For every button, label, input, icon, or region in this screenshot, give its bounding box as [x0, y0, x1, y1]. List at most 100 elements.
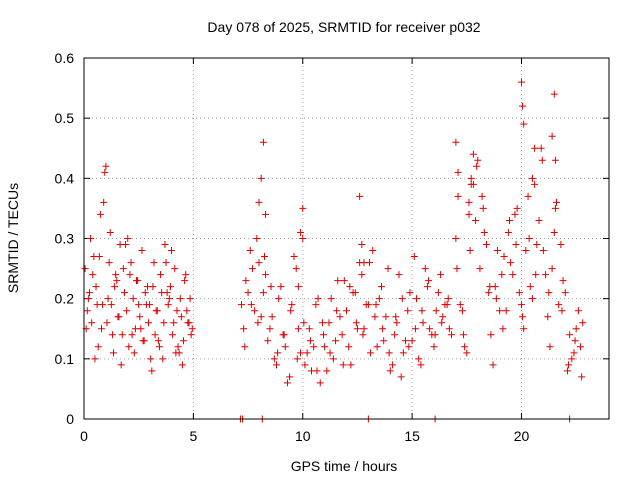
- data-point: [380, 337, 388, 345]
- data-point: [356, 192, 364, 200]
- data-point: [570, 349, 578, 357]
- data-point: [386, 367, 394, 375]
- data-point: [103, 319, 111, 327]
- data-point: [327, 295, 335, 303]
- data-point: [448, 331, 455, 339]
- data-point: [413, 295, 420, 303]
- data-point: [535, 216, 543, 224]
- data-point: [253, 235, 261, 242]
- data-point: [452, 235, 460, 242]
- data-point: [115, 313, 123, 321]
- data-point: [166, 283, 174, 291]
- data-point: [382, 313, 390, 321]
- data-point: [555, 301, 563, 309]
- data-point: [303, 349, 311, 357]
- data-point: [297, 228, 305, 236]
- data-point: [242, 277, 250, 285]
- data-point: [164, 301, 172, 309]
- data-point: [520, 120, 528, 128]
- data-point: [313, 367, 321, 375]
- data-point: [544, 313, 552, 321]
- data-point: [297, 349, 305, 357]
- y-tick-label: 0.2: [55, 291, 75, 307]
- data-point: [402, 337, 410, 345]
- data-point: [520, 325, 528, 333]
- data-point: [426, 325, 434, 333]
- data-point: [136, 313, 144, 321]
- data-point: [345, 343, 353, 351]
- data-point: [367, 349, 375, 357]
- data-point: [485, 289, 493, 297]
- data-point: [571, 337, 579, 345]
- y-tick-label: 0.4: [55, 170, 75, 186]
- data-point: [461, 343, 469, 351]
- data-point: [332, 337, 340, 345]
- data-point: [262, 210, 270, 218]
- data-point: [568, 355, 576, 363]
- data-point: [85, 289, 93, 297]
- data-point: [537, 144, 545, 152]
- data-point: [105, 259, 113, 267]
- data-point: [293, 355, 301, 363]
- data-point: [95, 253, 103, 261]
- data-point: [478, 192, 486, 200]
- data-point: [410, 253, 418, 261]
- data-point: [152, 307, 160, 315]
- data-point: [111, 283, 119, 291]
- data-point: [372, 301, 380, 309]
- x-tick-label: 15: [404, 428, 420, 444]
- data-point: [325, 319, 333, 327]
- data-point: [492, 295, 500, 303]
- data-point: [321, 343, 329, 351]
- data-point: [528, 295, 536, 303]
- data-point: [437, 271, 445, 279]
- data-point: [525, 235, 533, 242]
- data-point: [176, 295, 184, 303]
- data-point: [515, 289, 523, 297]
- data-point: [526, 283, 534, 291]
- data-point: [119, 265, 127, 273]
- data-point: [93, 301, 101, 309]
- data-point: [287, 307, 295, 315]
- data-point: [89, 271, 97, 279]
- data-point: [241, 343, 249, 351]
- data-point: [290, 253, 298, 261]
- data-point: [87, 235, 95, 242]
- data-point: [154, 337, 162, 345]
- data-point: [92, 283, 100, 291]
- data-point: [110, 349, 118, 357]
- data-point: [421, 265, 429, 273]
- data-point: [148, 367, 156, 375]
- data-point: [493, 247, 501, 255]
- data-point: [98, 325, 105, 333]
- data-point: [550, 228, 558, 236]
- y-axis-label: SRMTID / TECUs: [5, 183, 21, 293]
- data-point: [292, 265, 300, 273]
- data-point: [434, 289, 442, 297]
- data-point: [512, 241, 520, 249]
- data-point: [187, 331, 195, 339]
- data-point: [255, 198, 263, 206]
- data-point: [456, 301, 464, 309]
- data-point: [94, 343, 102, 351]
- data-point: [299, 204, 307, 212]
- data-point: [275, 295, 283, 303]
- data-point: [579, 319, 587, 327]
- data-point: [300, 319, 308, 327]
- chart-title: Day 078 of 2025, SRMTID for receiver p03…: [207, 19, 480, 35]
- data-point: [117, 361, 125, 369]
- data-point: [273, 361, 280, 369]
- data-point: [270, 355, 278, 363]
- data-point: [465, 210, 473, 218]
- data-point: [438, 319, 446, 327]
- data-point: [417, 361, 425, 369]
- data-point: [112, 271, 120, 279]
- y-tick-label: 0.3: [55, 231, 75, 247]
- data-point: [431, 331, 439, 339]
- data-point: [161, 241, 169, 249]
- data-point: [408, 337, 416, 345]
- data-point: [274, 349, 282, 357]
- data-point: [251, 307, 259, 315]
- data-point: [267, 283, 275, 291]
- data-point: [405, 343, 413, 351]
